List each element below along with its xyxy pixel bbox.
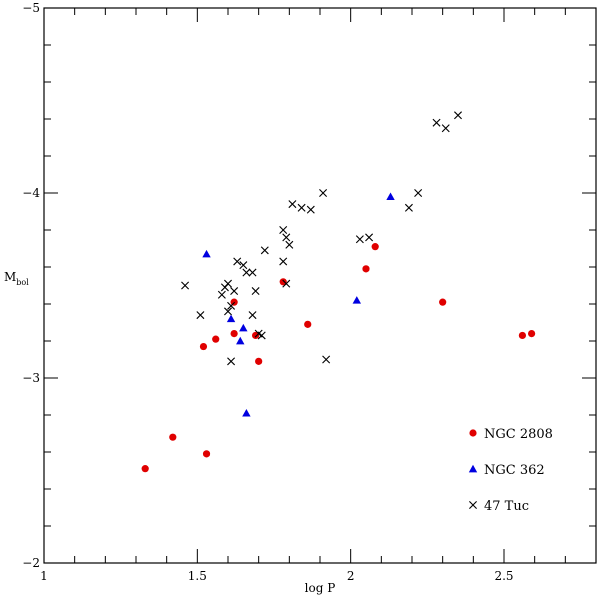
data-point (355, 235, 364, 244)
data-point (248, 311, 257, 320)
data-point (279, 278, 287, 286)
y-axis-label-subscript: bol (16, 278, 29, 287)
data-point (227, 357, 236, 366)
data-point (279, 226, 288, 234)
data-point (242, 268, 251, 277)
x-axis-label: log P (305, 581, 336, 595)
data-point (260, 246, 269, 255)
x-tick-label: 1.5 (188, 569, 207, 583)
data-point (441, 124, 450, 133)
data-point (251, 287, 260, 296)
data-point (202, 450, 211, 458)
data-point (285, 240, 294, 249)
data-point (181, 281, 190, 290)
data-point (233, 257, 242, 266)
data-point (528, 330, 536, 338)
legend-label: NGC 362 (484, 463, 545, 478)
data-point (199, 342, 208, 351)
data-point (224, 307, 232, 316)
data-point (304, 320, 312, 328)
axis-ticks (43, 7, 597, 564)
y-axis-label: Mbol (4, 270, 29, 287)
data-point (322, 355, 331, 364)
data-point (224, 279, 232, 288)
data-point (518, 331, 527, 340)
legend-marker (468, 464, 478, 473)
legend: NGC 2808 NGC 362 47 Tuc (468, 427, 553, 514)
data-point (196, 311, 205, 320)
data-point (169, 433, 177, 441)
data-point (202, 249, 211, 258)
data-point (386, 192, 395, 201)
data-point (371, 243, 379, 251)
data-point (212, 335, 220, 343)
x-tick-label: 1 (40, 569, 48, 583)
data-point (319, 189, 328, 197)
data-point (365, 233, 374, 242)
data-point (362, 265, 370, 273)
data-point (236, 336, 245, 345)
y-tick-label: −5 (22, 1, 40, 15)
data-point (242, 408, 251, 417)
y-tick-label: −4 (22, 186, 40, 200)
x-tick-label: 2 (347, 569, 355, 583)
data-point (227, 301, 236, 310)
x-tick-label: 2.5 (494, 569, 513, 583)
data-point (230, 287, 239, 296)
data-point (226, 314, 236, 323)
y-tick-label: −2 (22, 556, 40, 570)
data-point (217, 290, 226, 299)
data-point (414, 189, 423, 197)
axis-tick-labels: 1 1.5 2 2.5 −2 −3 −4 −5 (22, 1, 513, 583)
legend-marker (469, 501, 477, 509)
y-axis-label-main: M (4, 270, 16, 284)
legend-marker (469, 429, 477, 437)
data-point (239, 323, 248, 332)
data-point (432, 118, 441, 127)
data-point (248, 268, 257, 277)
data-point (288, 200, 297, 209)
data-point (282, 233, 291, 242)
y-tick-label: −3 (22, 371, 40, 385)
data-point (439, 298, 447, 306)
legend-label: NGC 2808 (484, 427, 553, 442)
data-point (279, 257, 288, 266)
data-point (404, 203, 413, 212)
data-point (454, 111, 462, 120)
data-point (352, 296, 361, 304)
data-points (141, 111, 536, 473)
data-point (230, 330, 238, 338)
data-point (255, 357, 263, 365)
data-point (239, 261, 248, 270)
data-point (297, 203, 306, 212)
data-point (282, 279, 291, 288)
data-point (141, 465, 149, 473)
data-point (257, 331, 266, 340)
data-point (306, 205, 315, 214)
legend-label: 47 Tuc (484, 499, 529, 514)
data-point (252, 331, 260, 340)
plot-frame (43, 7, 597, 564)
